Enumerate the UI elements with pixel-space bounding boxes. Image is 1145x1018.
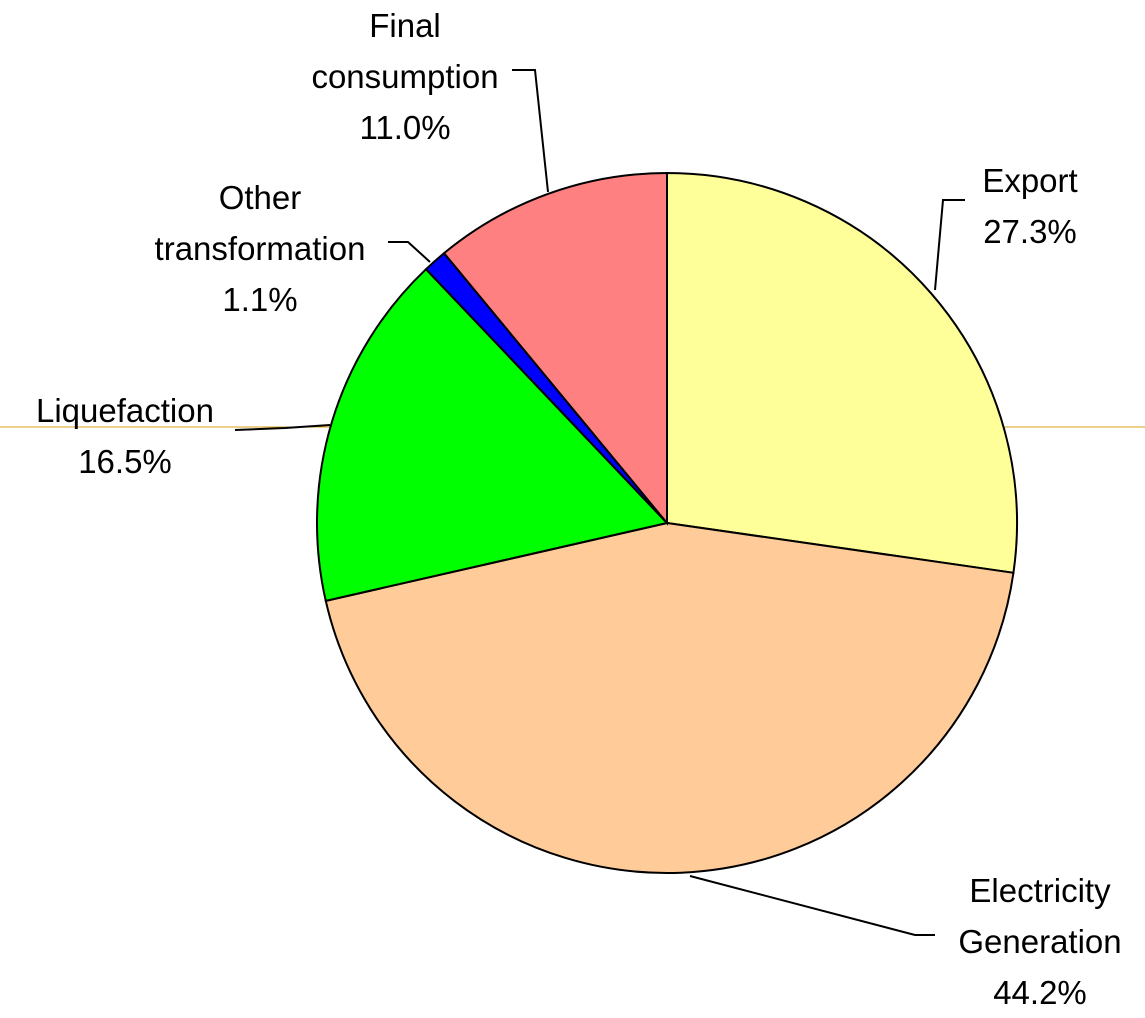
category-label: Export	[982, 162, 1078, 199]
value-label: 16.5%	[78, 443, 172, 480]
pie-slice	[324, 521, 1015, 874]
leader-line	[512, 69, 549, 193]
category-label: Electricity Generation	[958, 872, 1122, 960]
slice-label: Export 27.3%	[930, 155, 1130, 257]
value-label: 27.3%	[983, 213, 1077, 250]
category-label: Liquefaction	[36, 392, 214, 429]
value-label: 1.1%	[222, 281, 298, 318]
value-label: 11.0%	[359, 109, 451, 146]
leader-line	[234, 424, 331, 431]
slice-label: Final consumption 11.0%	[280, 0, 530, 153]
pie-slice	[316, 267, 669, 603]
leader-line	[388, 241, 431, 263]
leader-line	[934, 199, 965, 291]
value-label: 44.2%	[993, 974, 1087, 1011]
category-label: Other transformation	[154, 179, 366, 267]
slice-label: Electricity Generation 44.2%	[930, 865, 1145, 1018]
pie-slice	[666, 171, 1018, 574]
category-label: Final consumption	[311, 7, 499, 95]
slice-label: Liquefaction 16.5%	[0, 385, 255, 487]
leader-line	[689, 875, 935, 936]
pie-slice	[442, 171, 668, 526]
slice-label: Other transformation 1.1%	[125, 172, 395, 325]
